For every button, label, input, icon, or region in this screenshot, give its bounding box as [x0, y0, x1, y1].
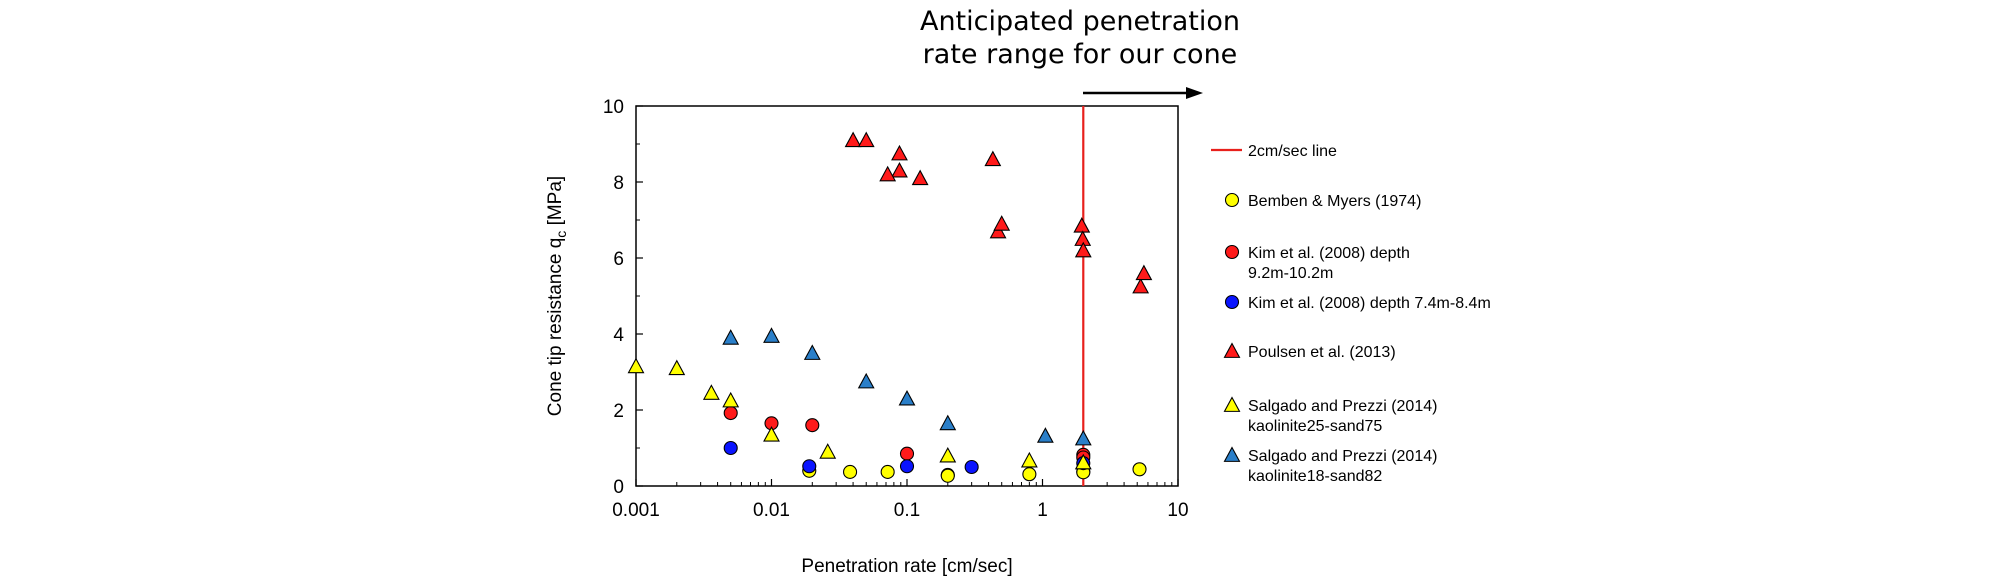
data-point: [1074, 453, 1092, 470]
data-point: [722, 329, 740, 345]
data-point: [939, 414, 957, 431]
y-axis-label: Cone tip resistance qc [MPa]: [545, 176, 569, 416]
data-point: [668, 359, 686, 376]
series-3: [844, 131, 1153, 294]
legend-marker: [1223, 446, 1241, 462]
data-point: [1074, 429, 1092, 446]
legend-label: Salgado and Prezzi (2014) kaolinite18-san…: [1248, 448, 1437, 485]
legend-item: Salgado and Prezzi (2014) kaolinite18-san…: [1223, 446, 1437, 485]
data-point: [1020, 451, 1038, 468]
data-point: [844, 131, 862, 148]
legend-marker: [1224, 294, 1240, 310]
data-point: [1132, 277, 1150, 294]
legend-marker: [1224, 192, 1240, 208]
annotation-line-2: rate range for our cone: [923, 39, 1238, 70]
x-axis-label: Penetration rate [cm/sec]: [801, 556, 1012, 577]
data-point: [880, 464, 895, 479]
data-point: [819, 443, 837, 459]
legend-label: Poulsen et al. (2013): [1248, 344, 1396, 361]
data-point: [763, 327, 780, 343]
x-tick-label: 10: [1167, 500, 1188, 521]
y-tick-label: 6: [613, 249, 624, 270]
data-point: [763, 426, 780, 442]
legend-label: Kim et al. (2008) depth 7.4m-8.4m: [1248, 295, 1491, 312]
data-point: [899, 446, 915, 461]
data-point: [939, 446, 957, 463]
series-0: [802, 462, 1147, 483]
data-point: [891, 144, 908, 161]
annotation-line-1: Anticipated penetration: [920, 6, 1240, 37]
y-tick-label: 2: [613, 401, 624, 422]
data-point: [627, 357, 645, 374]
data-point: [802, 459, 817, 474]
legend-item: Kim et al. (2008) depth 7.4m-8.4m: [1224, 294, 1491, 312]
data-point: [702, 384, 720, 400]
x-axis: 0.001 0.01 0.1 1 10: [612, 479, 1189, 521]
data-point: [940, 468, 955, 483]
data-point: [1022, 467, 1037, 482]
data-point: [722, 391, 740, 408]
data-point: [843, 464, 858, 479]
y-tick-label: 10: [603, 97, 624, 118]
data-point: [911, 169, 929, 186]
data-point: [964, 459, 979, 475]
data-point: [1074, 241, 1092, 258]
data-point: [857, 131, 875, 148]
y-tick-label: 4: [613, 325, 624, 346]
data-point: [984, 150, 1002, 167]
y-tick-label: 8: [613, 173, 624, 194]
data-markers: [627, 131, 1153, 483]
data-point: [879, 165, 897, 182]
y-axis: 0 2 4 6 8 10: [603, 97, 643, 498]
x-tick-label: 1: [1037, 500, 1048, 521]
legend-marker: [1223, 342, 1241, 358]
series-5: [722, 327, 1092, 446]
legend-item: Salgado and Prezzi (2014) kaolinite25-san…: [1223, 396, 1437, 435]
data-point: [1036, 427, 1054, 443]
data-point: [723, 440, 738, 456]
legend-marker: [1224, 244, 1240, 260]
legend-label: 2cm/sec line: [1248, 143, 1337, 160]
y-tick-label: 0: [613, 477, 624, 498]
legend-label: Bemben & Myers (1974): [1248, 193, 1421, 210]
data-point: [723, 405, 738, 421]
data-point: [899, 459, 915, 474]
data-point: [803, 344, 821, 360]
series-1: [723, 405, 1091, 465]
data-point: [805, 418, 820, 433]
data-point: [993, 215, 1011, 231]
x-tick-label: 0.1: [894, 500, 920, 521]
legend-label: Kim et al. (2008) depth 9.2m-10.2m: [1248, 245, 1410, 282]
legend-marker: [1223, 396, 1241, 412]
legend-item: Bemben & Myers (1974): [1224, 192, 1421, 210]
legend: 2cm/sec line Bemben & Myers (1974) Kim et …: [1211, 143, 1491, 485]
data-point: [1073, 217, 1091, 233]
x-tick-label: 0.001: [612, 500, 660, 521]
data-point: [857, 372, 875, 389]
legend-label: Salgado and Prezzi (2014) kaolinite25-san…: [1248, 398, 1437, 435]
legend-item: Kim et al. (2008) depth 9.2m-10.2m: [1224, 244, 1410, 282]
data-point: [898, 389, 916, 406]
legend-item: Poulsen et al. (2013): [1223, 342, 1396, 361]
data-point: [1132, 462, 1147, 477]
x-tick-label: 0.01: [753, 500, 790, 521]
series-4: [627, 357, 1092, 470]
data-point: [1135, 264, 1153, 281]
annotation-arrow: [1083, 87, 1203, 99]
data-point: [891, 161, 908, 178]
data-point: [989, 222, 1007, 239]
plot-frame: [635, 105, 1179, 487]
legend-item: 2cm/sec line: [1211, 143, 1337, 160]
